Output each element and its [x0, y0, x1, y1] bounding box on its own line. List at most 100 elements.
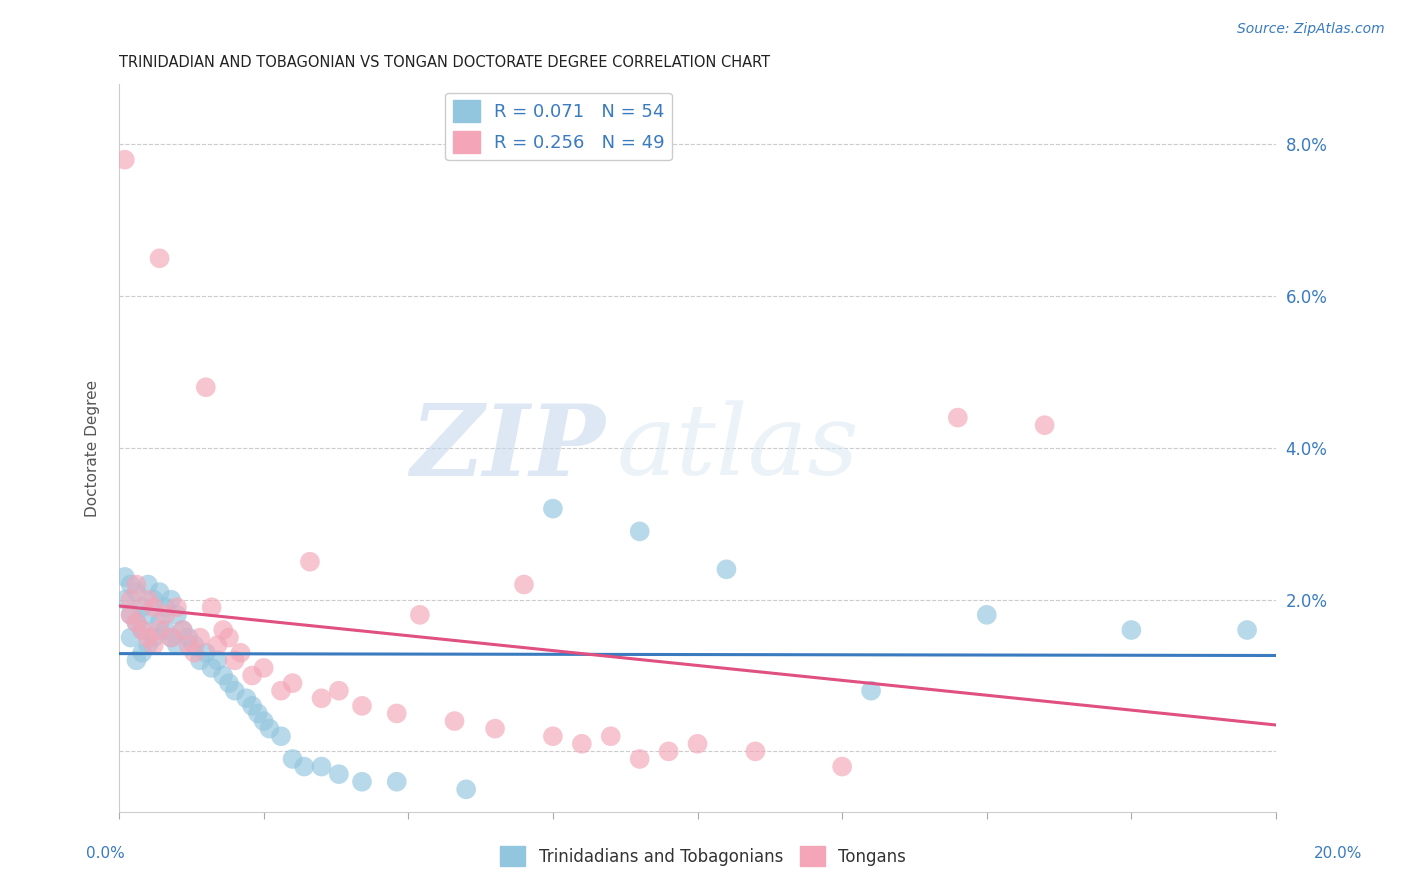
Point	[270, 729, 292, 743]
Point	[120, 607, 142, 622]
Point	[218, 676, 240, 690]
Point	[201, 661, 224, 675]
Point	[201, 600, 224, 615]
Point	[183, 638, 205, 652]
Point	[142, 638, 165, 652]
Point	[142, 600, 165, 615]
Point	[142, 631, 165, 645]
Point	[311, 759, 333, 773]
Text: Source: ZipAtlas.com: Source: ZipAtlas.com	[1237, 22, 1385, 37]
Point	[484, 722, 506, 736]
Point	[253, 714, 276, 728]
Point	[281, 752, 304, 766]
Point	[409, 607, 432, 622]
Point	[188, 631, 211, 645]
Point	[136, 631, 159, 645]
Point	[328, 767, 350, 781]
Text: TRINIDADIAN AND TOBAGONIAN VS TONGAN DOCTORATE DEGREE CORRELATION CHART: TRINIDADIAN AND TOBAGONIAN VS TONGAN DOC…	[120, 55, 770, 70]
Point	[350, 774, 373, 789]
Point	[177, 638, 200, 652]
Point	[212, 668, 235, 682]
Point	[125, 615, 148, 630]
Point	[136, 607, 159, 622]
Point	[120, 592, 142, 607]
Point	[311, 691, 333, 706]
Point	[207, 653, 229, 667]
Point	[114, 570, 136, 584]
Point	[131, 623, 153, 637]
Point	[599, 729, 621, 743]
Point	[1236, 623, 1258, 637]
Point	[298, 555, 321, 569]
Point	[166, 638, 188, 652]
Point	[1121, 623, 1143, 637]
Point	[385, 706, 408, 721]
Point	[194, 646, 217, 660]
Point	[513, 577, 536, 591]
Point	[831, 759, 853, 773]
Point	[628, 752, 651, 766]
Text: ZIP: ZIP	[411, 400, 605, 496]
Point	[218, 631, 240, 645]
Point	[229, 646, 252, 660]
Point	[541, 729, 564, 743]
Point	[177, 631, 200, 645]
Point	[281, 676, 304, 690]
Point	[148, 623, 170, 637]
Point	[328, 683, 350, 698]
Point	[160, 592, 183, 607]
Point	[188, 653, 211, 667]
Point	[946, 410, 969, 425]
Point	[224, 653, 246, 667]
Point	[292, 759, 315, 773]
Point	[155, 623, 177, 637]
Point	[246, 706, 269, 721]
Point	[235, 691, 257, 706]
Point	[240, 668, 263, 682]
Y-axis label: Doctorate Degree: Doctorate Degree	[86, 379, 100, 516]
Point	[125, 577, 148, 591]
Point	[148, 585, 170, 599]
Text: 0.0%: 0.0%	[86, 847, 125, 861]
Point	[160, 631, 183, 645]
Point	[160, 631, 183, 645]
Point	[131, 646, 153, 660]
Point	[131, 623, 153, 637]
Point	[125, 585, 148, 599]
Point	[114, 592, 136, 607]
Point	[744, 744, 766, 758]
Point	[148, 252, 170, 266]
Point	[155, 607, 177, 622]
Point	[686, 737, 709, 751]
Point	[125, 653, 148, 667]
Point	[120, 631, 142, 645]
Point	[172, 623, 194, 637]
Point	[194, 380, 217, 394]
Legend: Trinidadians and Tobagonians, Tongans: Trinidadians and Tobagonians, Tongans	[494, 839, 912, 873]
Point	[259, 722, 281, 736]
Point	[120, 607, 142, 622]
Point	[270, 683, 292, 698]
Point	[120, 577, 142, 591]
Point	[350, 698, 373, 713]
Point	[385, 774, 408, 789]
Point	[716, 562, 738, 576]
Point	[240, 698, 263, 713]
Legend: R = 0.071   N = 54, R = 0.256   N = 49: R = 0.071 N = 54, R = 0.256 N = 49	[446, 93, 672, 161]
Point	[212, 623, 235, 637]
Point	[172, 623, 194, 637]
Point	[166, 607, 188, 622]
Point	[456, 782, 478, 797]
Point	[443, 714, 465, 728]
Point	[148, 615, 170, 630]
Point	[166, 600, 188, 615]
Point	[125, 615, 148, 630]
Point	[207, 638, 229, 652]
Point	[628, 524, 651, 539]
Point	[253, 661, 276, 675]
Point	[155, 600, 177, 615]
Point	[136, 577, 159, 591]
Point	[541, 501, 564, 516]
Point	[658, 744, 681, 758]
Point	[976, 607, 998, 622]
